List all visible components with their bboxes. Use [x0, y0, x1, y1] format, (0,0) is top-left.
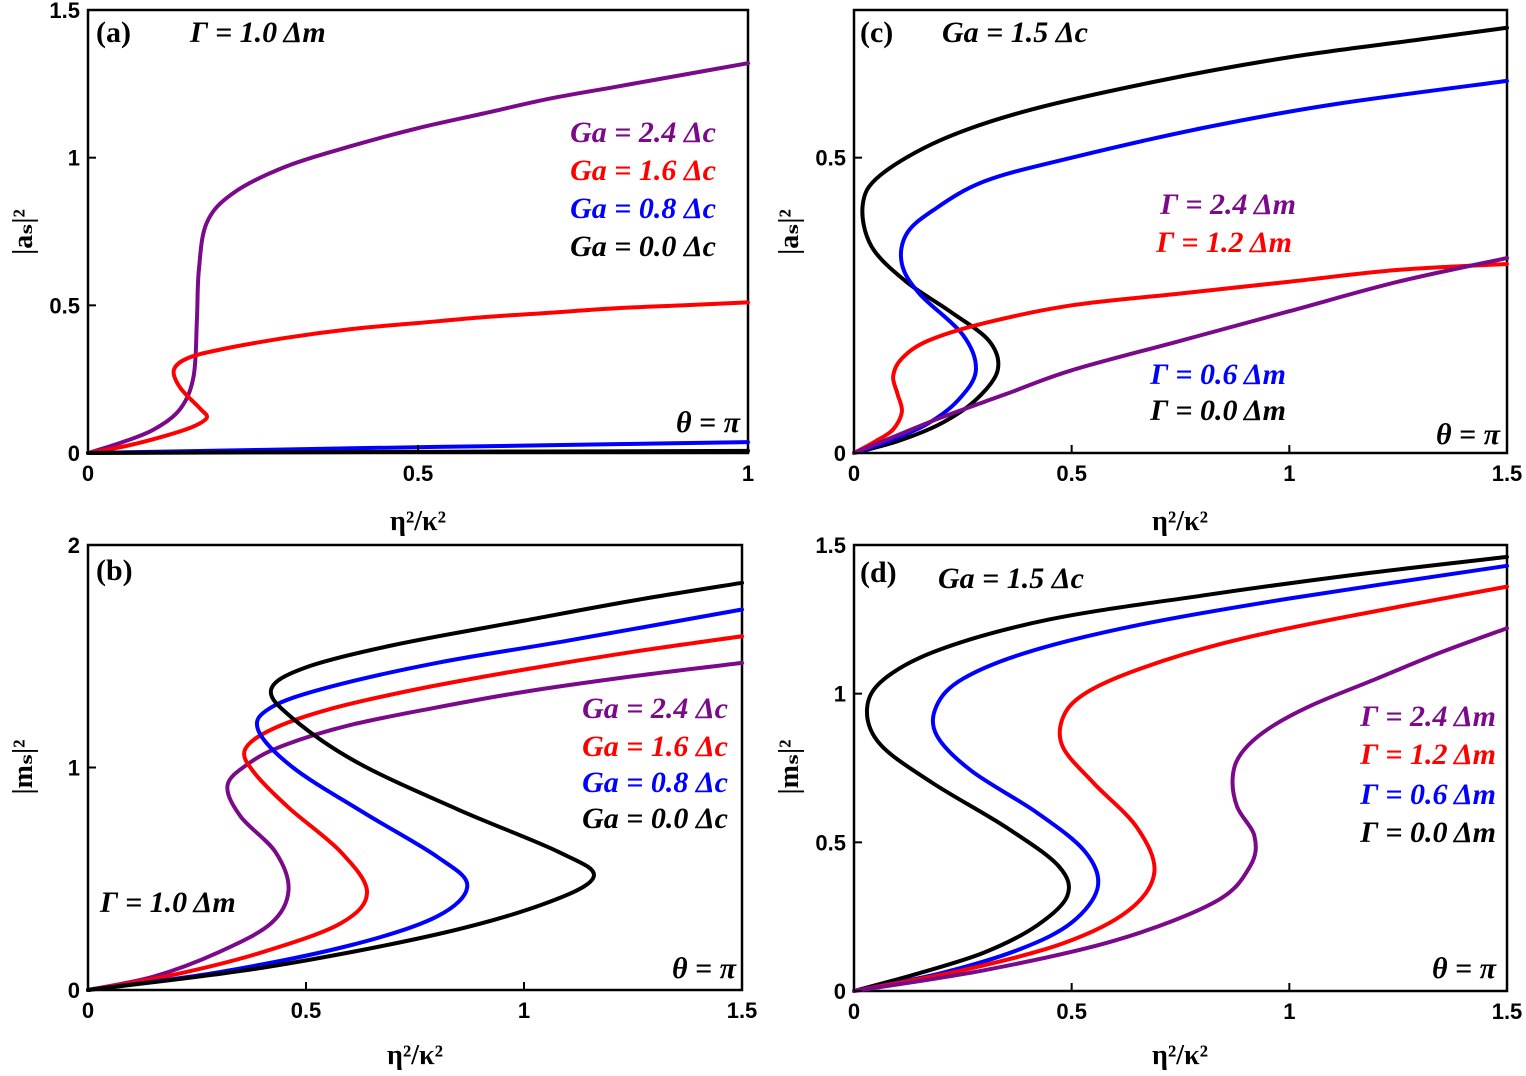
ticks: 0 0.5 1 1.5 0 0.5 — [815, 146, 1522, 486]
legend-item: Γ = 2.4 Δm — [1159, 188, 1296, 221]
y-axis-label: |mₛ|² — [774, 739, 805, 794]
theta-annotation: θ = π — [672, 952, 737, 985]
x-tick-label: 0 — [82, 998, 94, 1023]
y-tick-label: 1.5 — [815, 533, 846, 558]
panel-label: (a) — [96, 16, 131, 49]
y-axis-label: |mₛ|² — [8, 739, 39, 794]
legend-item: Γ = 0.0 Δm — [1149, 394, 1286, 427]
x-axis-label: η²/κ² — [1152, 506, 1208, 537]
panel-a: 0 0.5 1 0 0.5 1 1.5 (a) Γ = 1.0 Δm Ga = 2.4 Δc… — [8, 0, 754, 537]
theta-annotation: θ = π — [676, 406, 741, 439]
plot-frame — [852, 543, 1509, 993]
x-tick-label: 0.5 — [403, 461, 434, 486]
gamma-annotation: Γ = 1.0 Δm — [189, 16, 326, 49]
y-tick-label: 0 — [68, 978, 80, 1003]
x-tick-label: 1.5 — [1492, 999, 1523, 1024]
legend-item: Γ = 0.6 Δm — [1359, 778, 1496, 811]
y-tick-label: 0 — [68, 441, 80, 466]
series-line — [86, 61, 750, 455]
y-tick-label: 0.5 — [815, 830, 846, 855]
theta-annotation: θ = π — [1432, 952, 1497, 985]
x-axis-label: η²/κ² — [1152, 1040, 1208, 1071]
series-line — [852, 563, 1509, 993]
series-line — [86, 660, 744, 992]
series-line — [852, 554, 1509, 993]
x-tick-label: 1 — [742, 461, 754, 486]
theta-annotation: θ = π — [1436, 418, 1501, 451]
y-tick-label: 1 — [68, 146, 80, 171]
ga-annotation: Ga = 1.5 Δc — [938, 562, 1084, 595]
ticks: 0 0.5 1 0 0.5 1 1.5 — [49, 0, 754, 486]
panel-c: 0 0.5 1 1.500.5 (c) Ga = 1.5 Δc Γ = 2.4 Δm … — [774, 8, 1522, 537]
legend-item: Ga = 2.4 Δc — [582, 692, 728, 725]
x-tick-label: 1 — [518, 998, 530, 1023]
y-tick-label: 2 — [68, 533, 80, 558]
curves — [86, 580, 744, 992]
legend-item: Ga = 0.8 Δc — [582, 766, 728, 799]
legend-item: Ga = 0.0 Δc — [570, 230, 716, 263]
y-tick-label: 0.5 — [49, 293, 80, 318]
curves — [852, 25, 1509, 455]
series-line — [86, 580, 744, 992]
x-tick-label: 0 — [848, 999, 860, 1024]
x-tick-label: 1 — [1283, 461, 1295, 486]
series-line — [852, 78, 1509, 455]
y-axis-label: |aₛ|² — [8, 209, 39, 255]
y-tick-label: 1 — [68, 756, 80, 781]
ga-annotation: Ga = 1.5 Δc — [942, 16, 1088, 49]
series-line — [852, 626, 1509, 993]
curves — [852, 554, 1509, 993]
plot-frame — [852, 8, 1509, 455]
y-tick-label: 1 — [834, 682, 846, 707]
series-line — [852, 261, 1509, 455]
series-line — [86, 607, 744, 992]
x-axis-label: η²/κ² — [387, 1040, 443, 1071]
legend-item: Ga = 0.8 Δc — [570, 192, 716, 225]
y-tick-label: 0.5 — [815, 146, 846, 171]
x-tick-label: 0 — [82, 461, 94, 486]
series-line — [852, 256, 1509, 455]
legend-item: Γ = 0.0 Δm — [1359, 816, 1496, 849]
y-tick-label: 1.5 — [49, 0, 80, 23]
legend-item: Ga = 2.4 Δc — [570, 116, 716, 149]
y-tick-label: 0 — [834, 979, 846, 1004]
panel-label: (d) — [860, 556, 897, 589]
x-tick-label: 0.5 — [291, 998, 322, 1023]
panel-d: 0 0.5 1 1.5 0 0.5 1 1.5 (d) Ga = 1.5 Δc Γ = 2.4… — [774, 533, 1522, 1071]
legend-item: Γ = 1.2 Δm — [1155, 226, 1292, 259]
legend-item: Γ = 1.2 Δm — [1359, 738, 1496, 771]
x-tick-label: 0.5 — [1056, 999, 1087, 1024]
series-line — [86, 300, 750, 455]
series-line — [852, 584, 1509, 993]
series-line — [852, 25, 1509, 455]
legend-item: Ga = 1.6 Δc — [570, 154, 716, 187]
ticks: 0 0.5 1 1.5 0 1 2 — [68, 533, 758, 1023]
legend-item: Ga = 1.6 Δc — [582, 730, 728, 763]
y-tick-label: 0 — [834, 441, 846, 466]
ticks: 0 0.5 1 1.5 0 0.5 1 1.5 — [815, 533, 1522, 1024]
panel-label: (c) — [860, 16, 893, 49]
x-tick-label: 0 — [848, 461, 860, 486]
y-axis-label: |aₛ|² — [774, 209, 805, 255]
legend-item: Ga = 0.0 Δc — [582, 802, 728, 835]
x-tick-label: 1.5 — [1492, 461, 1523, 486]
x-tick-label: 0.5 — [1056, 461, 1087, 486]
panel-label: (b) — [96, 554, 133, 587]
x-tick-label: 1.5 — [727, 998, 758, 1023]
series-line — [86, 634, 744, 992]
gamma-annotation: Γ = 1.0 Δm — [99, 886, 236, 919]
x-axis-label: η²/κ² — [390, 506, 446, 537]
legend-item: Γ = 2.4 Δm — [1359, 700, 1496, 733]
legend-item: Γ = 0.6 Δm — [1149, 358, 1286, 391]
x-tick-label: 1 — [1283, 999, 1295, 1024]
